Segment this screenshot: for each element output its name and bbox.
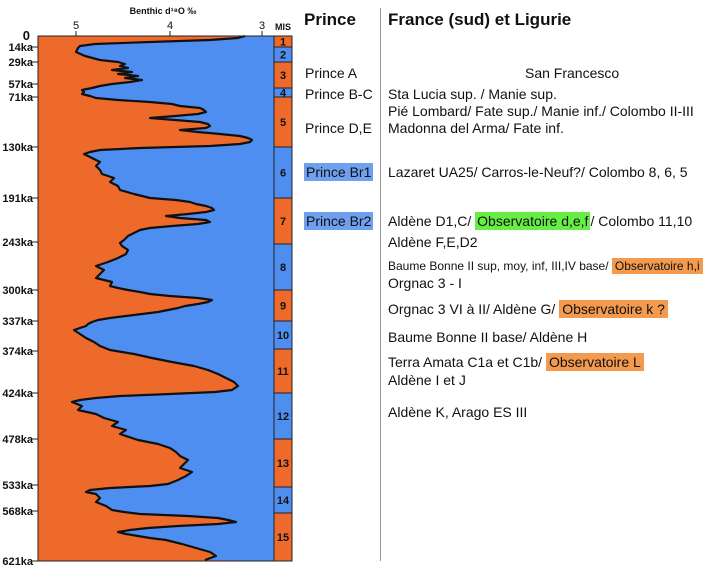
- ka-label-29ka: 29ka: [9, 57, 34, 69]
- aldene-ij-text: Aldène I et J: [388, 372, 466, 388]
- mis-number-13: 13: [277, 458, 289, 470]
- ka-label-568ka: 568ka: [2, 506, 33, 518]
- baume-bonne-line: Baume Bonne II sup, moy, inf, III,IV bas…: [388, 258, 703, 275]
- mis-column-frame: [273, 35, 293, 562]
- prince-bc-label: Prince B-C: [305, 86, 373, 102]
- mis-number-8: 8: [280, 262, 286, 274]
- prince-de-label: Prince D,E: [305, 120, 372, 136]
- prince-br2-label: Prince Br2: [304, 212, 374, 230]
- column-divider: [380, 8, 381, 561]
- ka-label-71ka: 71ka: [9, 92, 34, 104]
- ka-label-191ka: 191ka: [2, 193, 33, 205]
- aldene-f-text: Aldène F,E,D2: [388, 234, 478, 250]
- zero-label: 0: [23, 28, 30, 43]
- ka-label-14ka: 14ka: [9, 42, 34, 54]
- ka-label-424ka: 424ka: [2, 388, 33, 400]
- ka-label-130ka: 130ka: [2, 142, 33, 154]
- mis-number-2: 2: [280, 50, 286, 62]
- pie-lombard-text: Pié Lombard/ Fate sup./ Manie inf./ Colo…: [388, 103, 694, 119]
- axis-title: Benthic d¹⁸O ‰: [130, 6, 197, 16]
- baume-base-text: Baume Bonne II base/ Aldène H: [388, 329, 588, 345]
- lazaret-text: Lazaret UA25/ Carros-le-Neuf?/ Colombo 8…: [388, 164, 688, 180]
- mis-number-10: 10: [277, 330, 289, 342]
- ka-label-621ka: 621ka: [2, 556, 33, 567]
- prince-header: Prince: [304, 10, 356, 29]
- france-header: France (sud) et Ligurie: [388, 10, 572, 29]
- mis-number-1: 1: [280, 37, 286, 49]
- mis-number-6: 6: [280, 168, 286, 180]
- observatoire-k-highlight: Observatoire k ?: [559, 300, 668, 318]
- aldene-d1-line: Aldène D1,C/ Observatoire d,e,f / Colombo…: [388, 212, 693, 230]
- mis-number-3: 3: [280, 70, 286, 82]
- ka-label-374ka: 374ka: [2, 346, 33, 358]
- ka-label-337ka: 337ka: [2, 316, 33, 328]
- mis-number-9: 9: [280, 301, 286, 313]
- mis-number-11: 11: [277, 366, 289, 378]
- mis-header: MIS: [275, 22, 291, 32]
- ka-label-533ka: 533ka: [2, 480, 33, 492]
- mis-number-14: 14: [277, 495, 290, 507]
- madonna-text: Madonna del Arma/ Fate inf.: [388, 120, 564, 136]
- san-francesco-text: San Francesco: [525, 65, 620, 81]
- mis-number-7: 7: [280, 216, 286, 228]
- ka-label-243ka: 243ka: [2, 237, 33, 249]
- orgnac-vi-line: Orgnac 3 VI à II/ Aldène G/ Observatoire…: [388, 300, 668, 318]
- terra-amata-line: Terra Amata C1a et C1b/ Observatoire L: [388, 353, 644, 371]
- ka-label-478ka: 478ka: [2, 434, 33, 446]
- mis-number-12: 12: [277, 411, 289, 423]
- tick-label-5: 5: [73, 20, 79, 32]
- ka-label-300ka: 300ka: [2, 285, 33, 297]
- mis-number-4: 4: [280, 88, 287, 100]
- mis-number-15: 15: [277, 532, 289, 544]
- ka-label-57ka: 57ka: [9, 79, 34, 91]
- observatoire-l-highlight: Observatoire L: [545, 353, 644, 371]
- aldene-k-text: Aldène K, Arago ES III: [388, 404, 528, 420]
- prince-br1-label: Prince Br1: [304, 163, 374, 181]
- tick-label-4: 4: [167, 20, 173, 32]
- sta-lucia-text: Sta Lucia sup. / Manie sup.: [388, 86, 557, 102]
- prince-a-label: Prince A: [305, 65, 358, 81]
- d18o-curve-line: [70, 34, 254, 562]
- orgnac-i-text: Orgnac 3 - I: [388, 275, 462, 291]
- curve-blue-fill: [72, 36, 274, 561]
- tick-label-3: 3: [259, 20, 265, 32]
- observatoire-def-highlight: Observatoire d,e,f: [475, 212, 591, 230]
- observatoire-hi-highlight: Observatoire h,i: [611, 258, 703, 274]
- mis-number-5: 5: [280, 117, 286, 129]
